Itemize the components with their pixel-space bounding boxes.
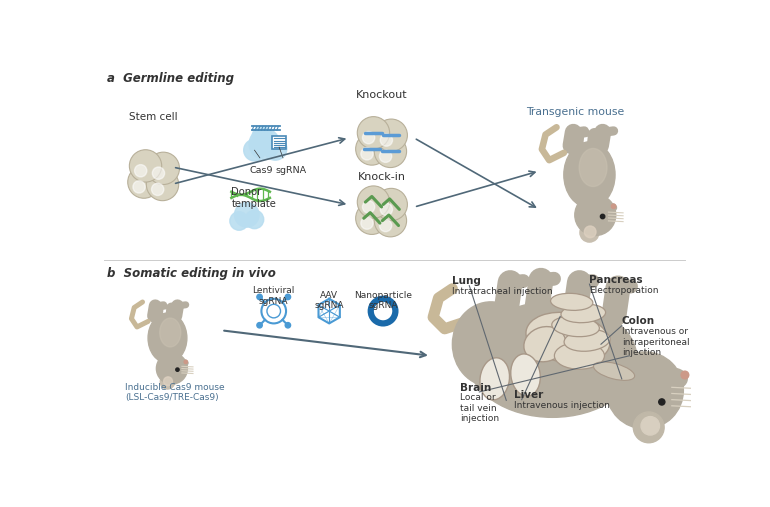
Circle shape (176, 368, 179, 371)
Text: AAV
sgRNA: AAV sgRNA (314, 291, 344, 310)
Circle shape (380, 150, 392, 162)
Text: Nanoparticle
sgRNA: Nanoparticle sgRNA (354, 291, 412, 310)
Ellipse shape (554, 342, 604, 369)
Text: Knock-in: Knock-in (357, 172, 406, 183)
Circle shape (374, 135, 407, 167)
Circle shape (374, 204, 407, 237)
Text: Pancreas: Pancreas (590, 275, 643, 285)
Text: Knockout: Knockout (356, 90, 407, 100)
Circle shape (641, 417, 659, 435)
Circle shape (658, 399, 665, 405)
Circle shape (262, 299, 286, 323)
Circle shape (356, 202, 388, 234)
Circle shape (611, 204, 616, 208)
Circle shape (257, 294, 263, 300)
Circle shape (253, 126, 273, 147)
Ellipse shape (467, 302, 637, 417)
Ellipse shape (564, 330, 610, 351)
Circle shape (601, 214, 604, 219)
Circle shape (285, 322, 290, 328)
Circle shape (363, 131, 375, 144)
Text: Colon: Colon (622, 316, 655, 327)
Text: Cas9: Cas9 (249, 166, 273, 174)
Circle shape (606, 352, 683, 429)
Circle shape (363, 201, 375, 213)
Ellipse shape (552, 316, 599, 337)
Circle shape (152, 183, 164, 196)
Ellipse shape (656, 368, 687, 390)
Polygon shape (319, 299, 340, 323)
Text: Local or
tail vein
injection: Local or tail vein injection (460, 393, 499, 423)
Circle shape (133, 181, 146, 193)
Circle shape (245, 210, 263, 229)
Text: Brain: Brain (460, 383, 491, 393)
Ellipse shape (526, 312, 610, 364)
Circle shape (163, 377, 172, 386)
Ellipse shape (178, 359, 188, 367)
Ellipse shape (524, 327, 566, 362)
Ellipse shape (452, 302, 529, 386)
Text: Intravenous or
intraperitoneal
injection: Intravenous or intraperitoneal injection (622, 327, 689, 357)
Circle shape (574, 195, 616, 236)
Circle shape (285, 294, 290, 300)
Text: Lentiviral
sgRNA: Lentiviral sgRNA (253, 286, 295, 306)
Text: Liver: Liver (514, 390, 543, 401)
Circle shape (160, 375, 175, 389)
Circle shape (357, 117, 390, 149)
Circle shape (234, 202, 259, 227)
Circle shape (633, 412, 664, 443)
Text: Stem cell: Stem cell (129, 112, 178, 122)
Circle shape (267, 304, 280, 318)
Circle shape (356, 133, 388, 165)
Ellipse shape (480, 358, 510, 400)
Text: Lung: Lung (453, 276, 481, 286)
Bar (273, 136, 286, 149)
Circle shape (229, 212, 248, 230)
Circle shape (380, 134, 393, 146)
Circle shape (146, 168, 179, 201)
Text: sgRNA: sgRNA (276, 166, 306, 174)
Text: a  Germline editing: a Germline editing (108, 71, 234, 85)
Text: Intratracheal injection: Intratracheal injection (453, 287, 553, 296)
Circle shape (257, 322, 263, 328)
Circle shape (135, 165, 147, 177)
Ellipse shape (594, 362, 634, 380)
Text: Transgenic mouse: Transgenic mouse (527, 107, 624, 117)
Circle shape (184, 360, 187, 364)
Circle shape (380, 220, 392, 232)
Circle shape (128, 166, 160, 198)
Text: b  Somatic editing in vivo: b Somatic editing in vivo (108, 267, 276, 280)
Circle shape (361, 148, 373, 160)
Text: Donor
template: Donor template (231, 187, 276, 209)
Ellipse shape (148, 313, 187, 363)
Circle shape (243, 139, 265, 161)
Text: Inducible Cas9 mouse
(LSL-Cas9/TRE-Cas9): Inducible Cas9 mouse (LSL-Cas9/TRE-Cas9) (126, 383, 225, 402)
Circle shape (681, 371, 688, 379)
Circle shape (375, 189, 407, 221)
Ellipse shape (511, 354, 541, 396)
Circle shape (380, 203, 393, 215)
Circle shape (147, 152, 179, 185)
Circle shape (370, 299, 396, 323)
Circle shape (129, 150, 162, 182)
Circle shape (375, 119, 407, 152)
Circle shape (584, 226, 596, 238)
Ellipse shape (564, 142, 615, 208)
Text: Electroporation: Electroporation (590, 285, 659, 295)
Circle shape (263, 137, 286, 160)
Circle shape (152, 167, 165, 179)
Circle shape (357, 186, 390, 219)
Ellipse shape (579, 149, 607, 187)
Ellipse shape (561, 304, 605, 322)
Text: Intravenous injection: Intravenous injection (514, 401, 610, 410)
Circle shape (361, 217, 373, 229)
Circle shape (580, 223, 599, 242)
Circle shape (156, 353, 187, 384)
Ellipse shape (159, 318, 181, 347)
Circle shape (249, 129, 280, 159)
Ellipse shape (604, 203, 617, 212)
Ellipse shape (551, 294, 593, 310)
